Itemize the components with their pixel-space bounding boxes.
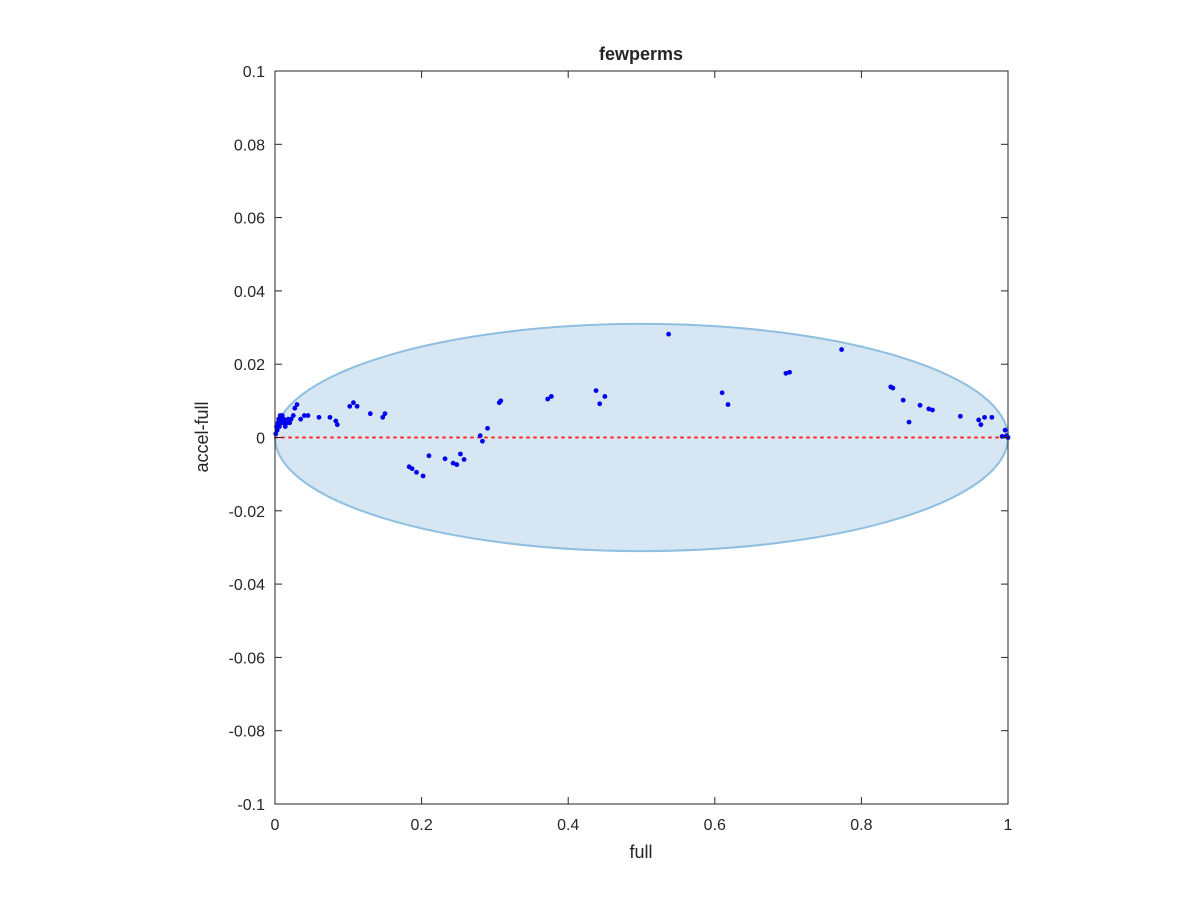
data-point: [976, 417, 982, 423]
data-point: [305, 413, 311, 418]
data-point: [409, 466, 415, 472]
data-point: [989, 414, 995, 420]
data-point: [333, 418, 339, 424]
data-point: [281, 416, 287, 422]
data-point: [480, 438, 485, 444]
data-point: [276, 424, 282, 429]
data-point: [461, 457, 467, 462]
data-point: [327, 414, 333, 420]
data-point: [477, 433, 483, 439]
data-point: [367, 411, 373, 417]
data-point: [426, 453, 432, 459]
y-tick-label: 0.04: [234, 284, 265, 301]
data-point: [719, 390, 725, 396]
data-point: [597, 401, 603, 407]
y-tick-label: 0: [256, 431, 265, 448]
data-point: [282, 424, 288, 429]
data-point: [450, 460, 456, 466]
chart-title: fewperms: [599, 44, 683, 64]
data-point: [787, 369, 792, 375]
y-axis-label: accel-full: [192, 401, 212, 472]
data-point: [292, 405, 298, 411]
x-tick-label: 0.2: [410, 817, 432, 834]
y-tick-label: 0.02: [234, 357, 265, 374]
data-point: [347, 403, 353, 409]
data-point: [274, 427, 280, 433]
data-point: [548, 394, 554, 399]
y-tick-label: 0.08: [234, 137, 265, 154]
data-point: [978, 422, 984, 428]
y-tick-label: -0.02: [229, 504, 266, 521]
x-axis-ticks: 0 0.2 0.4 0.6 0.8 1: [271, 71, 1013, 834]
data-point: [498, 398, 504, 404]
data-point: [917, 402, 923, 408]
data-point: [354, 403, 360, 409]
data-point: [957, 413, 963, 419]
data-point: [666, 331, 672, 337]
y-tick-label: 0.06: [234, 211, 265, 228]
y-tick-label: -0.1: [237, 797, 265, 814]
data-point: [294, 402, 300, 407]
x-axis-label: full: [629, 842, 652, 862]
data-point: [382, 411, 388, 417]
data-point: [442, 456, 448, 462]
data-point: [380, 414, 386, 420]
data-point: [890, 385, 896, 391]
data-point: [930, 407, 935, 413]
data-point: [334, 422, 340, 428]
y-tick-label: 0.1: [243, 64, 265, 81]
data-point: [602, 394, 608, 399]
data-point: [545, 396, 551, 402]
data-point: [485, 425, 490, 431]
x-tick-label: 0: [271, 817, 280, 834]
x-tick-label: 0.8: [850, 817, 872, 834]
data-point: [900, 397, 906, 403]
data-point: [906, 419, 912, 425]
x-tick-label: 0.6: [704, 817, 726, 834]
data-point: [288, 416, 294, 422]
x-tick-label: 0.4: [557, 817, 579, 834]
y-tick-label: -0.06: [229, 650, 266, 667]
data-point: [839, 347, 845, 352]
data-point: [316, 414, 322, 420]
data-point: [414, 469, 419, 475]
data-point: [1002, 427, 1008, 433]
data-point: [287, 420, 293, 426]
data-point: [999, 434, 1005, 439]
data-point: [279, 413, 285, 418]
y-tick-label: -0.04: [229, 577, 266, 594]
data-point: [298, 416, 304, 422]
data-point: [593, 388, 599, 393]
data-point: [725, 402, 731, 407]
data-point: [420, 473, 426, 479]
data-point: [783, 370, 789, 376]
data-point: [458, 451, 463, 457]
data-point: [454, 462, 460, 468]
data-point: [301, 413, 307, 418]
y-axis-ticks: 0.1 0.08 0.06 0.04 0.02 0 -0.02 -0.04 -0.06 -0.08…: [229, 64, 1008, 814]
data-point: [982, 414, 987, 420]
y-tick-label: -0.08: [229, 724, 266, 741]
data-point: [351, 400, 356, 406]
data-point: [280, 420, 286, 426]
x-tick-label: 1: [1004, 817, 1013, 834]
data-point: [926, 406, 932, 412]
data-point: [290, 413, 296, 418]
